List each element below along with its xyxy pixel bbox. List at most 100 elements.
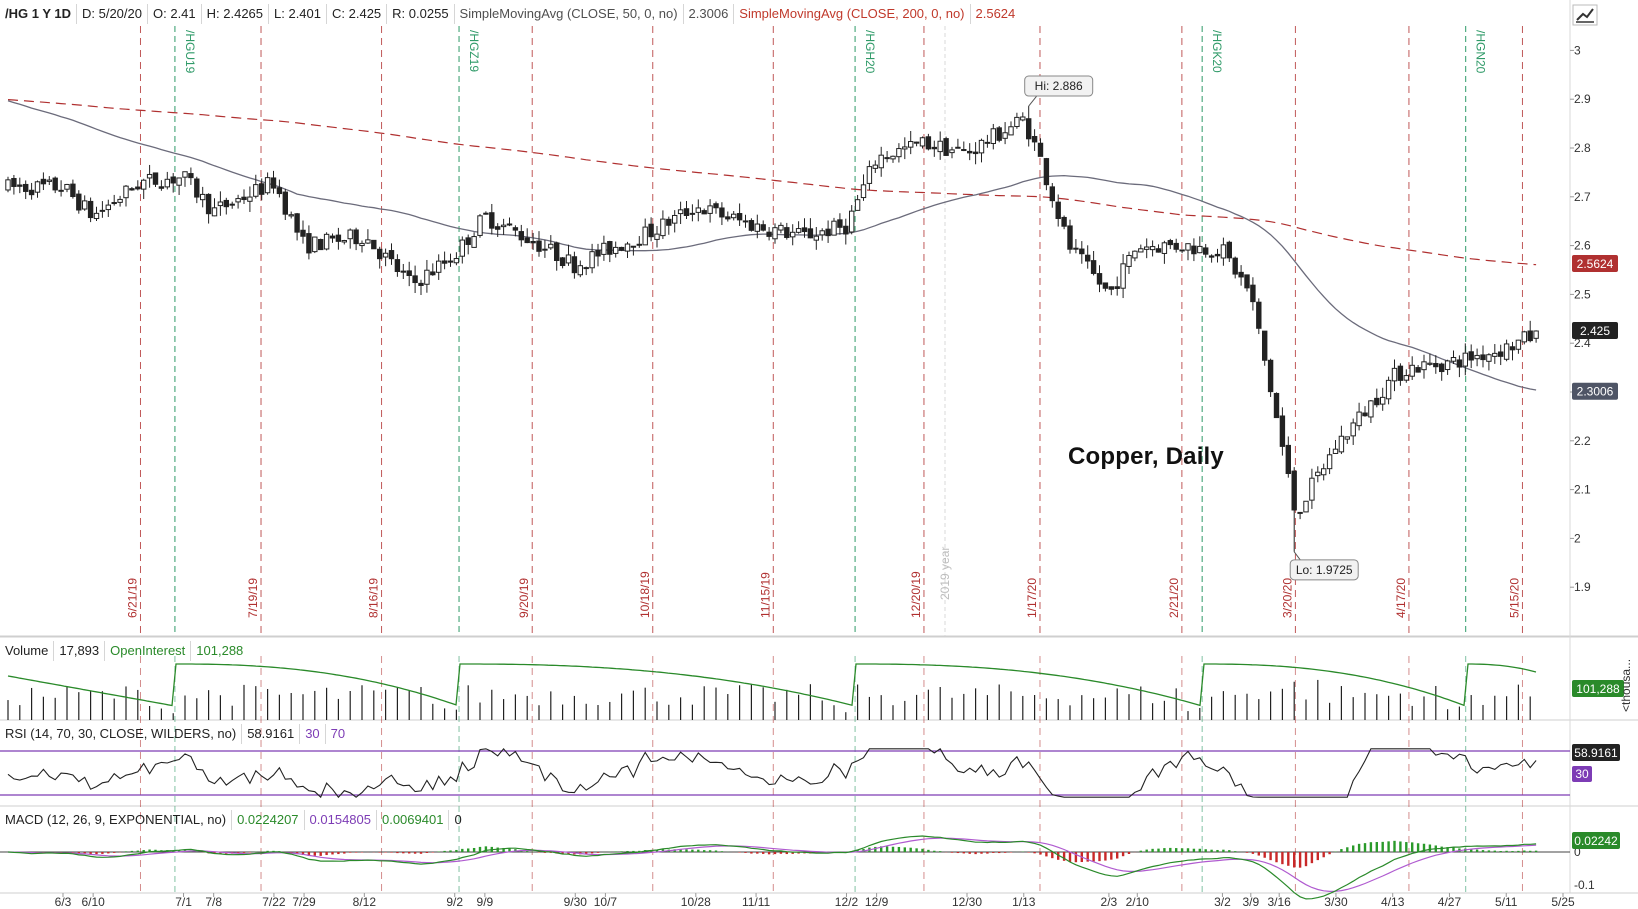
candle-body bbox=[790, 231, 796, 238]
candle-body bbox=[1356, 411, 1362, 427]
candle-body bbox=[719, 207, 725, 218]
candle-body bbox=[229, 203, 235, 206]
candle-body bbox=[1120, 263, 1126, 289]
candle-body bbox=[677, 209, 684, 215]
event-date-label: 8/16/19 bbox=[367, 578, 381, 618]
candle-body bbox=[241, 196, 247, 201]
volume-label[interactable]: Volume bbox=[0, 641, 55, 661]
candle-body bbox=[1073, 247, 1079, 250]
candle-body bbox=[1498, 351, 1504, 357]
candle-body bbox=[34, 181, 41, 193]
low-label: L: 2.401 bbox=[269, 4, 328, 24]
price-tick-label: 2.1 bbox=[1574, 483, 1591, 497]
candle-body bbox=[1096, 273, 1103, 285]
candle-body bbox=[524, 237, 530, 244]
candle-body bbox=[1138, 248, 1144, 253]
candle-body bbox=[1439, 363, 1445, 373]
candle-body bbox=[1267, 359, 1274, 393]
candle-body bbox=[1380, 396, 1386, 405]
sma200-label[interactable]: SimpleMovingAvg (CLOSE, 200, 0, no) bbox=[734, 4, 971, 24]
candle-body bbox=[1203, 247, 1209, 255]
candle-body bbox=[1114, 286, 1120, 289]
candle-body bbox=[1090, 260, 1097, 274]
candle-body bbox=[105, 204, 111, 211]
candle-body bbox=[371, 239, 377, 250]
time-tick-label: 12/30 bbox=[952, 895, 982, 909]
high-pointer bbox=[1028, 95, 1038, 107]
candle-body bbox=[294, 213, 300, 233]
rsi-high-band: 70 bbox=[330, 726, 346, 741]
candle-body bbox=[654, 233, 660, 240]
candle-body bbox=[624, 243, 631, 252]
candle-body bbox=[430, 271, 436, 276]
time-tick-label: 9/30 bbox=[564, 895, 588, 909]
candle-body bbox=[666, 218, 672, 226]
candle-body bbox=[489, 212, 495, 229]
candle-body bbox=[500, 224, 507, 228]
candle-body bbox=[253, 184, 259, 197]
candle-body bbox=[135, 186, 141, 190]
candle-body bbox=[1527, 330, 1533, 342]
range-label: R: 0.0255 bbox=[387, 4, 455, 24]
last-price-badge-bg bbox=[1572, 322, 1618, 339]
candle-body bbox=[436, 260, 442, 273]
candle-body bbox=[683, 208, 690, 216]
candle-body bbox=[58, 189, 64, 192]
time-tick-label: 5/11 bbox=[1495, 895, 1518, 909]
candle-body bbox=[736, 213, 743, 221]
candle-body bbox=[111, 202, 117, 205]
candle-body bbox=[235, 198, 241, 203]
candle-body bbox=[182, 171, 188, 178]
open-interest-label[interactable]: OpenInterest bbox=[105, 641, 192, 661]
sma50-label[interactable]: SimpleMovingAvg (CLOSE, 50, 0, no) bbox=[455, 4, 684, 24]
candle-body bbox=[512, 227, 519, 231]
candle-body bbox=[1427, 362, 1433, 365]
time-tick-label: 6/3 bbox=[55, 895, 72, 909]
candle-body bbox=[146, 173, 153, 179]
high-marker-box bbox=[1024, 75, 1094, 97]
drawing-tool-icon[interactable] bbox=[1572, 4, 1598, 26]
rsi-header: RSI (14, 70, 30, CLOSE, WILDERS, no) 58.… bbox=[0, 723, 350, 745]
candle-body bbox=[554, 242, 560, 261]
candle-body bbox=[837, 219, 843, 228]
macd-header: MACD (12, 26, 9, EXPONENTIAL, no) 0.0224… bbox=[0, 809, 467, 831]
candle-body bbox=[1303, 500, 1309, 513]
macd-avg: 0.0154805 bbox=[305, 810, 377, 830]
candle-body bbox=[1079, 248, 1085, 255]
event-date-label: 1/17/20 bbox=[1025, 578, 1039, 618]
candle-body bbox=[984, 141, 991, 144]
event-date-label: 5/15/20 bbox=[1507, 578, 1521, 618]
candle-body bbox=[211, 207, 218, 217]
candle-body bbox=[1456, 359, 1463, 368]
candle-body bbox=[1102, 282, 1109, 289]
candle-body bbox=[64, 183, 70, 190]
candle-body bbox=[1197, 245, 1203, 254]
price-tick-label: 2.7 bbox=[1574, 190, 1591, 204]
symbol-label[interactable]: /HG 1 Y 1D bbox=[0, 4, 77, 24]
candle-body bbox=[158, 186, 165, 189]
candle-body bbox=[583, 267, 589, 270]
time-tick-label: 12/2 bbox=[835, 895, 859, 909]
candle-body bbox=[1415, 367, 1421, 373]
candle-body bbox=[1409, 364, 1415, 377]
rsi-label[interactable]: RSI (14, 70, 30, CLOSE, WILDERS, no) bbox=[0, 724, 243, 744]
candle-body bbox=[902, 146, 908, 150]
candle-body bbox=[1043, 158, 1050, 186]
expiration-label: /HGN20 bbox=[1474, 30, 1488, 74]
candle-body bbox=[323, 233, 330, 250]
candle-body bbox=[1008, 126, 1014, 136]
candle-body bbox=[76, 193, 82, 211]
candle-body bbox=[849, 210, 855, 233]
macd-label[interactable]: MACD (12, 26, 9, EXPONENTIAL, no) bbox=[0, 810, 233, 830]
rsi-low-badge: 30 bbox=[1575, 767, 1589, 781]
candle-body bbox=[1026, 118, 1032, 140]
candle-body bbox=[1002, 132, 1008, 139]
candle-body bbox=[754, 223, 760, 232]
event-date-label: 6/21/19 bbox=[125, 578, 139, 618]
candle-body bbox=[382, 252, 389, 258]
candle-body bbox=[636, 243, 642, 246]
volume-value: 17,893 bbox=[54, 641, 106, 661]
time-tick-label: 3/9 bbox=[1242, 895, 1259, 909]
